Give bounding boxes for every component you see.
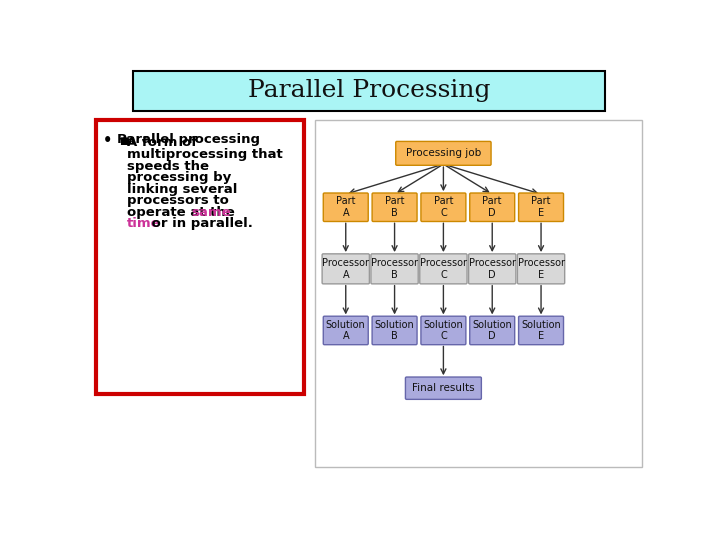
FancyBboxPatch shape xyxy=(421,316,466,345)
Text: processing by: processing by xyxy=(127,171,231,184)
Text: Part
D: Part D xyxy=(482,197,502,218)
Text: Part
C: Part C xyxy=(433,197,453,218)
FancyBboxPatch shape xyxy=(132,71,606,111)
Text: processors to: processors to xyxy=(127,194,229,207)
Text: Processor
D: Processor D xyxy=(469,258,516,280)
FancyBboxPatch shape xyxy=(518,193,564,221)
FancyBboxPatch shape xyxy=(396,141,491,165)
Text: Processor
B: Processor B xyxy=(371,258,418,280)
FancyBboxPatch shape xyxy=(322,254,369,284)
Text: linking several: linking several xyxy=(127,183,238,195)
FancyBboxPatch shape xyxy=(372,193,417,221)
Text: Solution
C: Solution C xyxy=(423,320,463,341)
Text: Solution
D: Solution D xyxy=(472,320,512,341)
Text: Solution
A: Solution A xyxy=(326,320,366,341)
Text: Processing job: Processing job xyxy=(406,148,481,158)
Text: operate at the: operate at the xyxy=(127,206,240,219)
Text: same: same xyxy=(192,206,231,219)
Text: Solution
B: Solution B xyxy=(374,320,415,341)
Text: or in parallel.: or in parallel. xyxy=(148,217,253,230)
FancyBboxPatch shape xyxy=(518,254,564,284)
FancyBboxPatch shape xyxy=(420,254,467,284)
Text: time: time xyxy=(127,217,161,230)
FancyBboxPatch shape xyxy=(96,120,304,394)
Text: speeds the: speeds the xyxy=(127,159,210,172)
FancyBboxPatch shape xyxy=(405,377,482,400)
Text: Solution
E: Solution E xyxy=(521,320,561,341)
Text: Part
E: Part E xyxy=(531,197,551,218)
FancyBboxPatch shape xyxy=(421,193,466,221)
FancyBboxPatch shape xyxy=(372,316,417,345)
Text: Part
A: Part A xyxy=(336,197,356,218)
Text: •: • xyxy=(102,132,112,147)
FancyBboxPatch shape xyxy=(469,254,516,284)
Text: Final results: Final results xyxy=(412,383,474,393)
Text: Processor
C: Processor C xyxy=(420,258,467,280)
Text: Parallel processing: Parallel processing xyxy=(117,132,260,146)
Text: A form of: A form of xyxy=(127,137,197,150)
FancyBboxPatch shape xyxy=(518,316,564,345)
FancyBboxPatch shape xyxy=(469,193,515,221)
FancyBboxPatch shape xyxy=(469,316,515,345)
Text: ■: ■ xyxy=(119,137,128,146)
Text: Part
B: Part B xyxy=(384,197,405,218)
FancyBboxPatch shape xyxy=(323,193,368,221)
FancyBboxPatch shape xyxy=(371,254,418,284)
FancyBboxPatch shape xyxy=(323,316,368,345)
Text: multiprocessing that: multiprocessing that xyxy=(127,148,283,161)
Text: Processor
A: Processor A xyxy=(323,258,369,280)
Text: Processor
E: Processor E xyxy=(518,258,564,280)
Text: Parallel Processing: Parallel Processing xyxy=(248,79,490,103)
